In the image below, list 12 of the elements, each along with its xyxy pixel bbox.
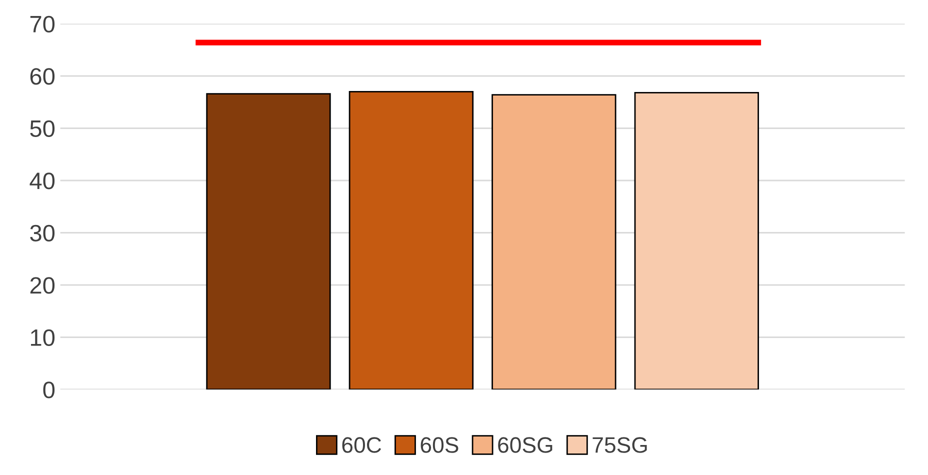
legend-label: 60SG (498, 437, 552, 453)
y-tick-label: 20 (30, 277, 55, 294)
y-tick-label: 70 (30, 16, 55, 33)
legend-label: 60C (342, 437, 382, 453)
y-tick-label: 0 (43, 382, 55, 398)
y-tick-label: 30 (30, 224, 55, 242)
y-tick-label: 60 (30, 68, 55, 85)
y-tick-label: 10 (31, 329, 55, 346)
y-tick-label: 40 (30, 172, 55, 190)
legend-label: 75SG (592, 437, 647, 453)
legend-label: 60S (420, 437, 458, 453)
y-tick-label: 50 (30, 120, 55, 138)
